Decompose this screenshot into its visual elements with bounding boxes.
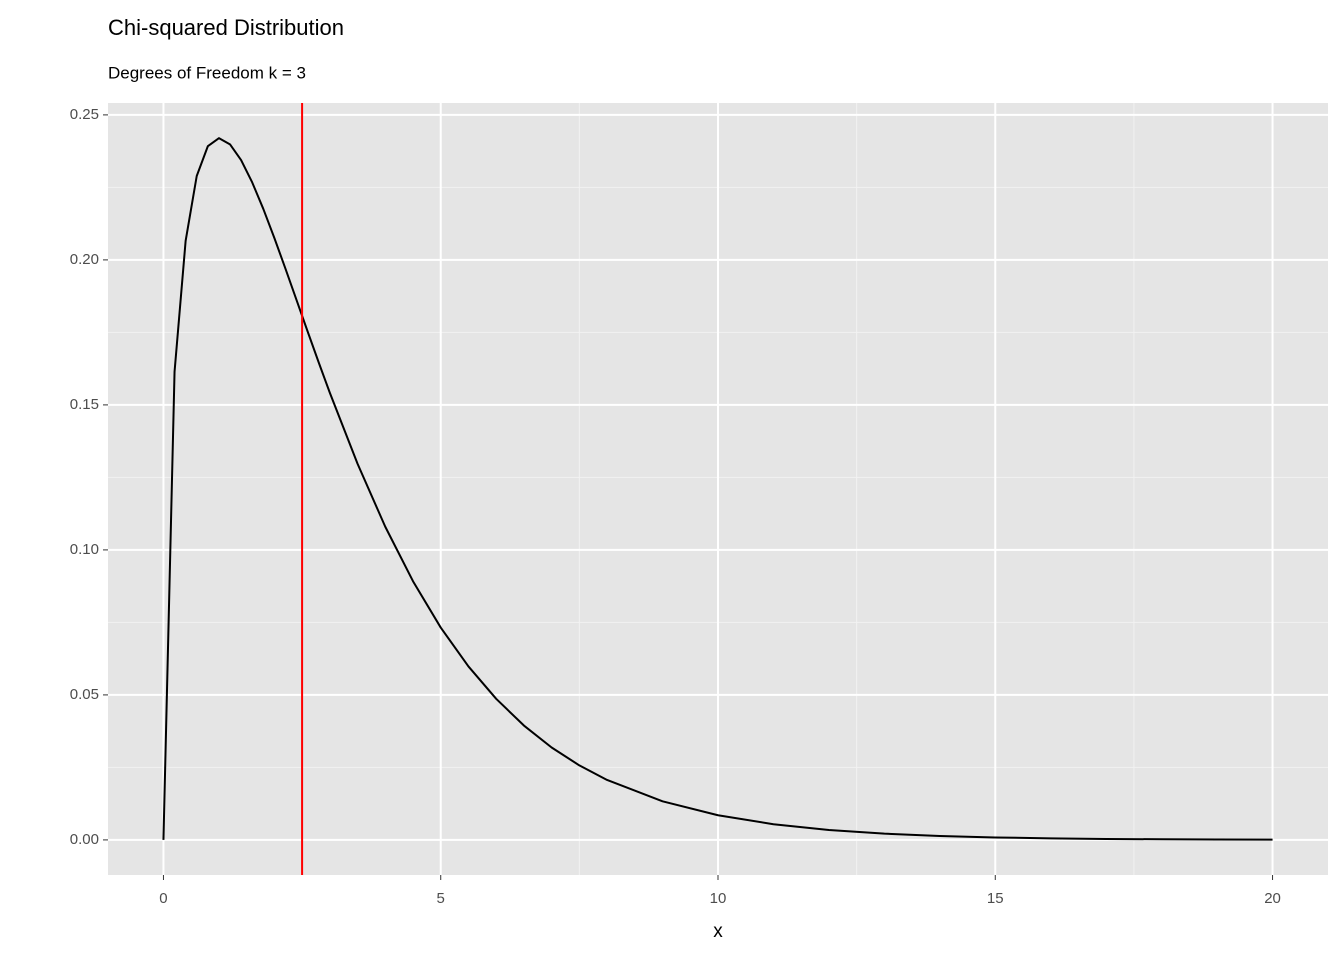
y-tick-label: 0.25	[70, 106, 99, 123]
x-tick-label: 0	[159, 890, 167, 907]
x-tick-label: 10	[710, 890, 727, 907]
chart-title: Chi-squared Distribution	[108, 15, 344, 40]
y-tick-label: 0.20	[70, 251, 99, 268]
y-tick-label: 0.15	[70, 396, 99, 413]
y-tick-label: 0.00	[70, 831, 99, 848]
y-tick-label: 0.05	[70, 686, 99, 703]
x-tick-label: 20	[1264, 890, 1281, 907]
y-tick-label: 0.10	[70, 541, 99, 558]
x-tick-label: 5	[437, 890, 445, 907]
x-tick-label: 15	[987, 890, 1004, 907]
chart-subtitle: Degrees of Freedom k = 3	[108, 63, 306, 82]
x-axis-title: x	[713, 921, 723, 942]
line-series	[162, 137, 1273, 841]
